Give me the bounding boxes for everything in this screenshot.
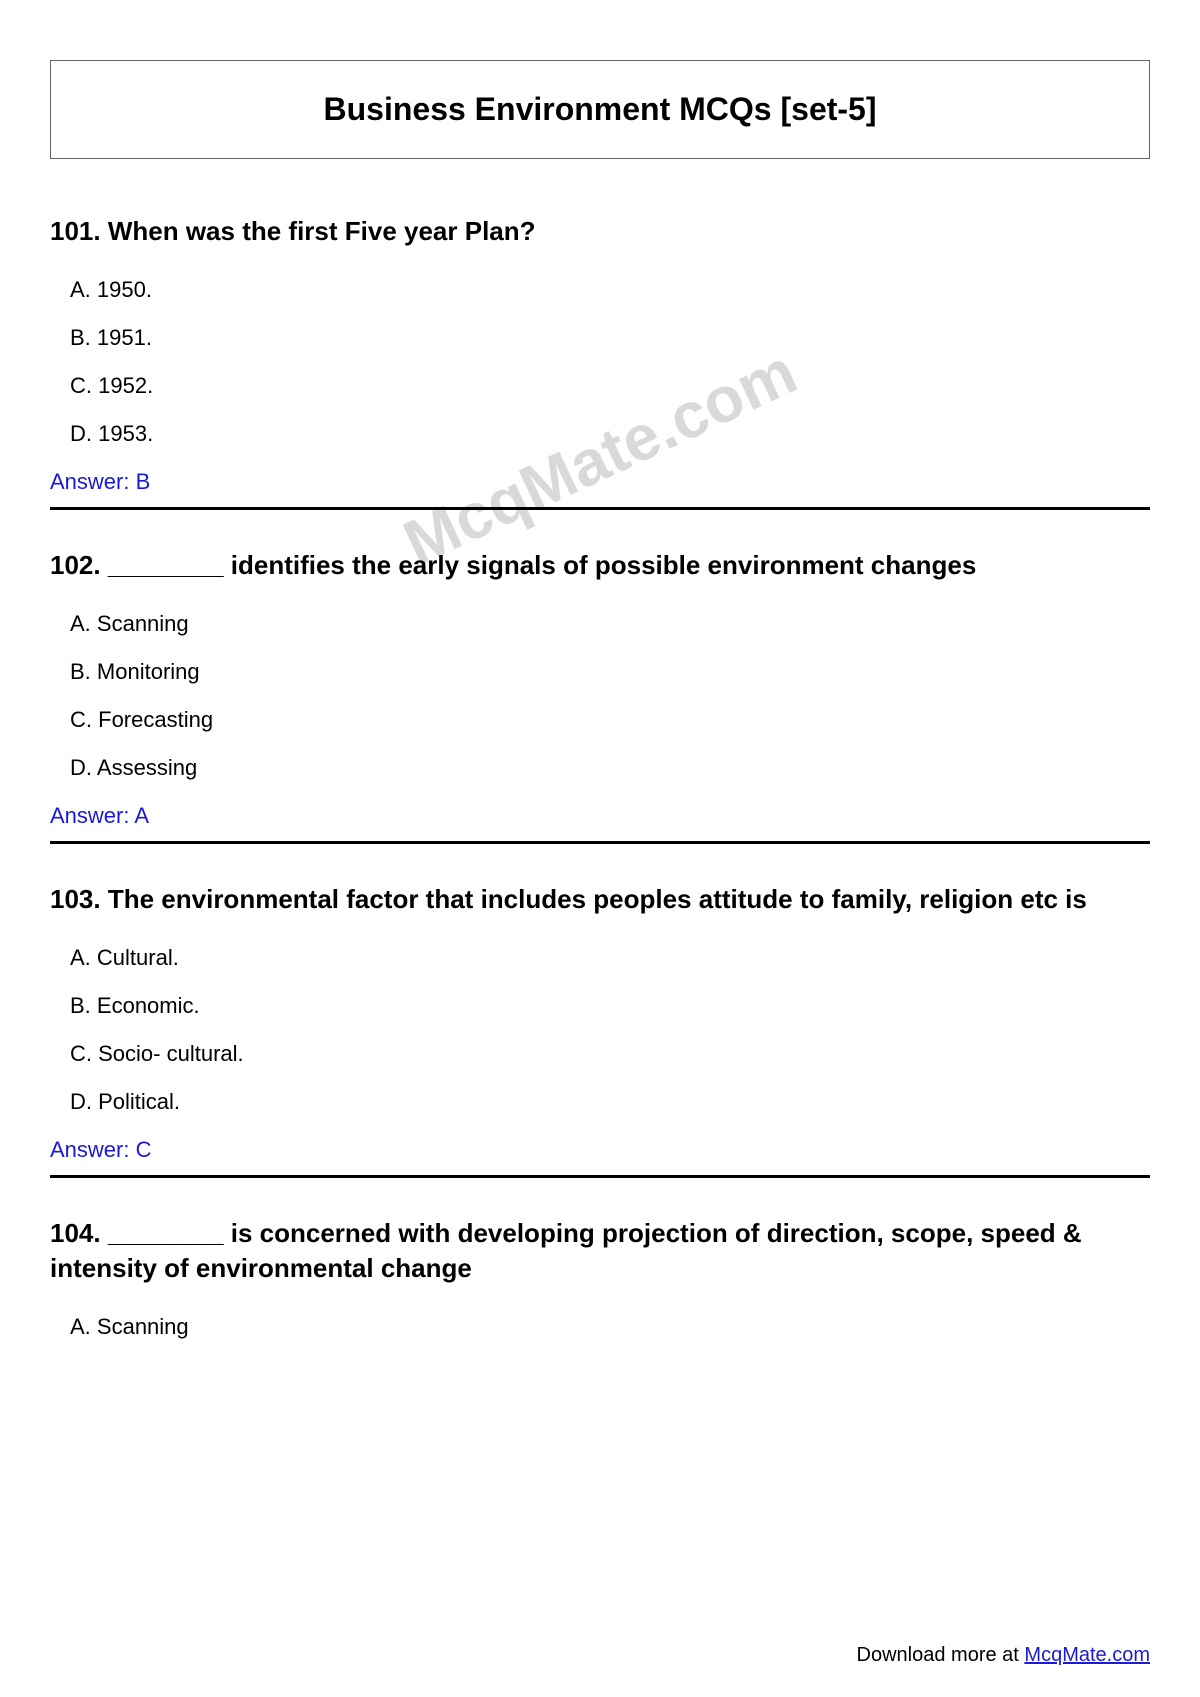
option-text: Scanning [97, 1314, 189, 1339]
question-text: 101. When was the first Five year Plan? [50, 214, 1150, 249]
option-text: 1952. [98, 373, 153, 398]
footer-link[interactable]: McqMate.com [1024, 1644, 1150, 1666]
option-text: Monitoring [97, 659, 200, 684]
option-text: 1950. [97, 277, 152, 302]
options-list: A. 1950. B. 1951. C. 1952. D. 1953. [50, 277, 1150, 447]
question-body: ________ identifies the early signals of… [108, 550, 976, 580]
option-d: D. Political. [70, 1089, 1150, 1115]
answer-text: Answer: B [50, 469, 1150, 495]
footer-prefix: Download more at [857, 1644, 1025, 1666]
option-text: Forecasting [98, 707, 213, 732]
options-list: A. Cultural. B. Economic. C. Socio- cult… [50, 945, 1150, 1115]
option-a: A. Cultural. [70, 945, 1150, 971]
divider [50, 1175, 1150, 1178]
question-number: 102 [50, 550, 93, 580]
question-number: 101 [50, 216, 93, 246]
option-text: Economic. [97, 993, 200, 1018]
option-b: B. Monitoring [70, 659, 1150, 685]
answer-text: Answer: A [50, 803, 1150, 829]
page-content: Business Environment MCQs [set-5] 101. W… [0, 0, 1200, 1340]
option-c: C. Socio- cultural. [70, 1041, 1150, 1067]
question-text: 102. ________ identifies the early signa… [50, 548, 1150, 583]
question-block: 102. ________ identifies the early signa… [50, 548, 1150, 829]
option-text: Socio- cultural. [98, 1041, 244, 1066]
option-text: 1951. [97, 325, 152, 350]
question-body: The environmental factor that includes p… [108, 884, 1087, 914]
option-a: A. Scanning [70, 611, 1150, 637]
option-text: Scanning [97, 611, 189, 636]
options-list: A. Scanning [50, 1314, 1150, 1340]
question-body: ________ is concerned with developing pr… [50, 1218, 1082, 1283]
option-a: A. Scanning [70, 1314, 1150, 1340]
option-c: C. 1952. [70, 373, 1150, 399]
page-title: Business Environment MCQs [set-5] [71, 91, 1129, 128]
question-text: 104. ________ is concerned with developi… [50, 1216, 1150, 1286]
question-block: 104. ________ is concerned with developi… [50, 1216, 1150, 1340]
divider [50, 841, 1150, 844]
question-text: 103. The environmental factor that inclu… [50, 882, 1150, 917]
footer: Download more at McqMate.com [857, 1644, 1150, 1667]
question-number: 104 [50, 1218, 93, 1248]
divider [50, 507, 1150, 510]
option-b: B. Economic. [70, 993, 1150, 1019]
title-container: Business Environment MCQs [set-5] [50, 60, 1150, 159]
answer-text: Answer: C [50, 1137, 1150, 1163]
option-text: Cultural. [97, 945, 179, 970]
question-block: 103. The environmental factor that inclu… [50, 882, 1150, 1163]
question-body: When was the first Five year Plan? [108, 216, 536, 246]
option-text: 1953. [98, 421, 153, 446]
options-list: A. Scanning B. Monitoring C. Forecasting… [50, 611, 1150, 781]
option-d: D. Assessing [70, 755, 1150, 781]
question-number: 103 [50, 884, 93, 914]
question-block: 101. When was the first Five year Plan? … [50, 214, 1150, 495]
option-d: D. 1953. [70, 421, 1150, 447]
option-b: B. 1951. [70, 325, 1150, 351]
option-a: A. 1950. [70, 277, 1150, 303]
option-text: Political. [98, 1089, 180, 1114]
option-text: Assessing [97, 755, 197, 780]
option-c: C. Forecasting [70, 707, 1150, 733]
